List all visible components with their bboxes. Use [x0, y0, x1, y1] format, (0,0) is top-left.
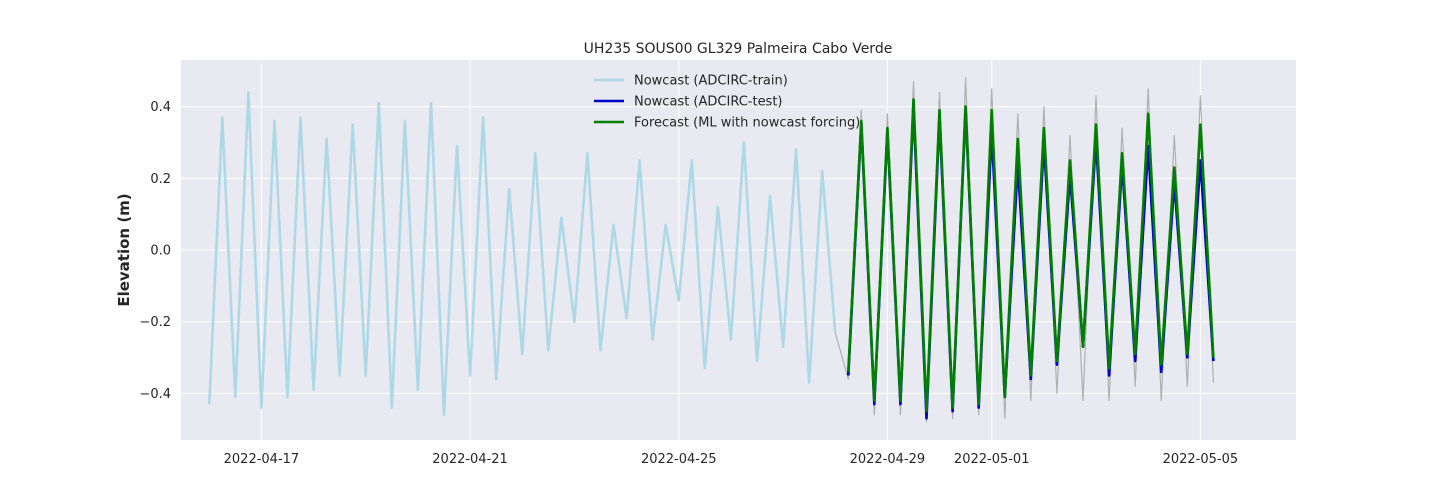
x-tick-label: 2022-04-29 — [850, 452, 926, 467]
series-line — [208, 91, 837, 417]
x-tick-label: 2022-04-21 — [432, 452, 508, 467]
y-axis-label: Elevation (m) — [115, 193, 133, 306]
grid — [181, 60, 1296, 440]
y-tick-label: −0.4 — [139, 387, 171, 402]
x-tick-labels: 2022-04-17 2022-04-21 2022-04-25 2022-04-29… — [224, 452, 1239, 467]
chart-title: UH235 SOUS00 GL329 Palmeira Cabo Verde — [584, 41, 893, 57]
legend-label: Nowcast (ADCIRC-train) — [634, 74, 788, 89]
legend: Nowcast (ADCIRC-train) Nowcast (ADCIRC-te… — [594, 74, 860, 131]
x-tick-label: 2022-05-05 — [1163, 452, 1239, 467]
y-tick-label: 0.0 — [150, 244, 171, 259]
series-line — [847, 98, 1215, 413]
x-tick-label: 2022-04-25 — [641, 452, 717, 467]
y-tick-labels: −0.4 −0.2 0.0 0.2 0.4 — [139, 100, 171, 402]
y-tick-label: 0.2 — [150, 172, 171, 187]
x-tick-label: 2022-04-17 — [224, 452, 300, 467]
x-tick-label: 2022-05-01 — [954, 452, 1030, 467]
y-tick-label: −0.2 — [139, 315, 171, 330]
legend-label: Forecast (ML with nowcast forcing) — [634, 116, 860, 131]
legend-label: Nowcast (ADCIRC-test) — [634, 95, 783, 110]
series-layer — [208, 77, 1215, 423]
y-tick-label: 0.4 — [150, 100, 171, 115]
